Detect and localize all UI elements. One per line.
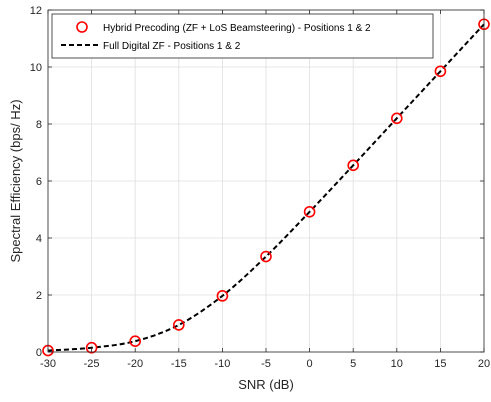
data-point-hybrid (303, 205, 316, 218)
y-tick-label: 6 (36, 176, 42, 188)
x-tick-label: -30 (40, 358, 56, 370)
data-point-hybrid (129, 335, 141, 347)
x-tick-label: -25 (84, 358, 100, 370)
y-tick-label: 2 (36, 290, 42, 302)
x-axis-label: SNR (dB) (238, 377, 294, 392)
data-point-hybrid (347, 159, 360, 172)
x-tick-label: 10 (391, 358, 403, 370)
legend-label-hybrid: Hybrid Precoding (ZF + LoS Beamsteering)… (103, 23, 371, 34)
x-tick-label: -10 (214, 358, 230, 370)
series-layer (42, 18, 490, 357)
data-point-hybrid (260, 250, 272, 263)
data-point-hybrid (85, 341, 98, 354)
legend-box (51, 13, 434, 59)
x-tick-label: 15 (434, 358, 446, 370)
x-tick-label: 0 (307, 358, 313, 370)
x-tick-label: -5 (261, 358, 271, 370)
y-tick-label: 12 (30, 5, 42, 17)
y-tick-label: 10 (30, 62, 42, 74)
x-tick-label: 5 (350, 358, 356, 370)
legend: Hybrid Precoding (ZF + LoS Beamsteering)… (51, 13, 434, 59)
ticks (47, 9, 485, 353)
data-point-hybrid (390, 112, 403, 125)
data-point-hybrid (434, 65, 447, 78)
x-tick-label: -15 (171, 358, 187, 370)
legend-label-full-digital: Full Digital ZF - Positions 1 & 2 (103, 41, 241, 52)
data-point-hybrid (216, 290, 229, 302)
x-tick-label: -20 (127, 358, 143, 370)
y-tick-label: 0 (36, 347, 42, 359)
legend-marker-hybrid (76, 21, 88, 33)
y-axis-label: Spectral Efficiency (bps/ Hz) (8, 99, 23, 262)
tick-labels: -30 -25 -20 -15 -10 -5 0 5 10 15 20 0 2 4 6 8 10 12 (30, 5, 490, 370)
data-point-hybrid (173, 319, 185, 331)
y-tick-label: 4 (36, 233, 42, 245)
y-tick-label: 8 (36, 119, 42, 131)
series-line-full-digital (47, 23, 485, 352)
x-tick-label: 20 (478, 358, 490, 370)
